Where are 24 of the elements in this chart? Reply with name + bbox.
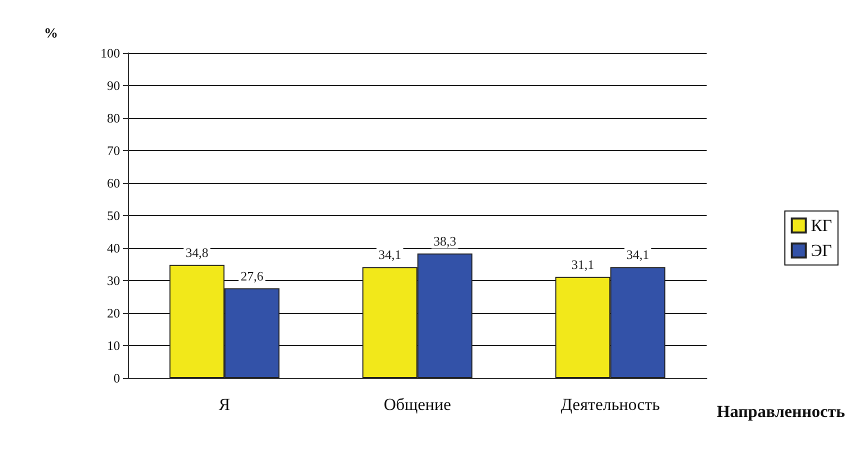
y-tick-label: 60 bbox=[107, 176, 120, 190]
y-tick-label: 100 bbox=[100, 46, 120, 60]
y-tick-label: 30 bbox=[107, 273, 120, 288]
y-axis-title: % bbox=[44, 26, 58, 42]
x-tick-label: Я bbox=[218, 395, 230, 414]
y-tick-label: 90 bbox=[107, 78, 120, 93]
y-tick-label: 0 bbox=[114, 370, 120, 386]
y-tick-label: 10 bbox=[107, 338, 120, 353]
y-tick-label: 40 bbox=[107, 240, 120, 256]
y-tick-label: 50 bbox=[107, 208, 120, 223]
data-label: 34,1 bbox=[626, 247, 650, 262]
legend-label: КГ bbox=[810, 216, 832, 235]
y-tick-label: 80 bbox=[107, 110, 120, 126]
data-label: 31,1 bbox=[571, 256, 594, 272]
data-label: 38,3 bbox=[433, 234, 456, 249]
data-label: 34,1 bbox=[378, 247, 402, 262]
y-tick-label: 70 bbox=[107, 143, 120, 158]
x-tick-label: Деятельность bbox=[560, 395, 660, 414]
legend-label: ЭГ bbox=[810, 241, 832, 260]
y-tick-label: 20 bbox=[107, 306, 120, 320]
data-label: 27,6 bbox=[240, 268, 264, 284]
data-label: 34,8 bbox=[186, 244, 208, 260]
x-axis-title: Направленность bbox=[716, 402, 846, 421]
x-tick-label: Общение bbox=[384, 395, 452, 414]
